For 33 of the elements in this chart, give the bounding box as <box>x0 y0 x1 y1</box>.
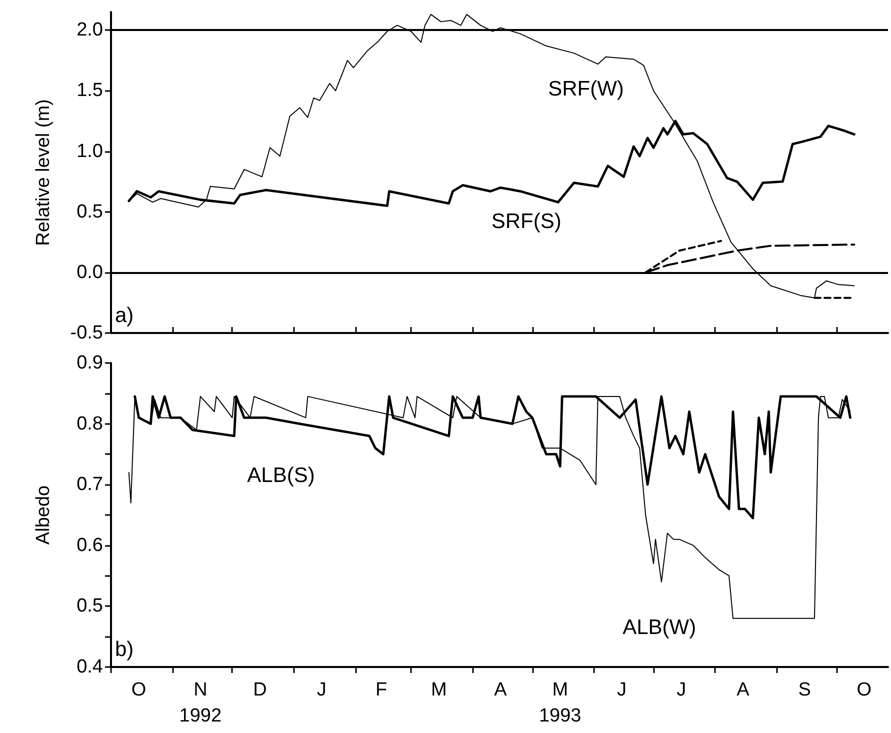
x-tick-label: O <box>131 680 146 700</box>
x-tick-label: N 1992 <box>179 680 222 726</box>
series-label: SRF(W) <box>548 78 624 101</box>
series-label: ALB(W) <box>622 616 696 639</box>
series-label: SRF(S) <box>491 210 562 233</box>
y-tick-label: 0.7 <box>76 474 103 496</box>
y-tick-label: 1.0 <box>76 140 103 162</box>
y-tick-label: 0.8 <box>76 413 103 434</box>
y-tick-label: 1.5 <box>76 80 103 102</box>
series-label: ALB(S) <box>247 464 315 488</box>
y-tick-label: 0.6 <box>76 534 103 556</box>
x-tick-label: F <box>375 680 388 700</box>
annotation: b) <box>115 638 134 661</box>
y-axis-title: Relative level (m) <box>33 99 54 246</box>
x-tick-label: S <box>798 680 811 700</box>
y-tick-label: 0.0 <box>76 262 103 283</box>
y-tick-label: 0.9 <box>76 352 103 374</box>
x-tick-label: A <box>736 680 750 700</box>
y-axis-title: Albedo <box>33 485 54 545</box>
x-tick-label: D <box>253 680 267 700</box>
x-tick-label: J <box>676 680 686 700</box>
y-tick-label: 2.0 <box>76 20 103 41</box>
x-tick-label: O <box>856 680 872 700</box>
x-tick-label: M 1993 <box>538 680 582 726</box>
annotation: a) <box>115 304 134 327</box>
x-tick-label: M <box>430 680 447 700</box>
y-tick-label: 0.5 <box>76 596 103 617</box>
x-tick-label: J <box>316 680 326 700</box>
y-tick-label: 0.4 <box>76 656 104 678</box>
x-tick-label: A <box>494 680 508 700</box>
y-tick-label: 0.5 <box>76 201 103 222</box>
x-tick-label: J <box>616 680 626 700</box>
y-tick-label: -0.5 <box>70 322 103 344</box>
